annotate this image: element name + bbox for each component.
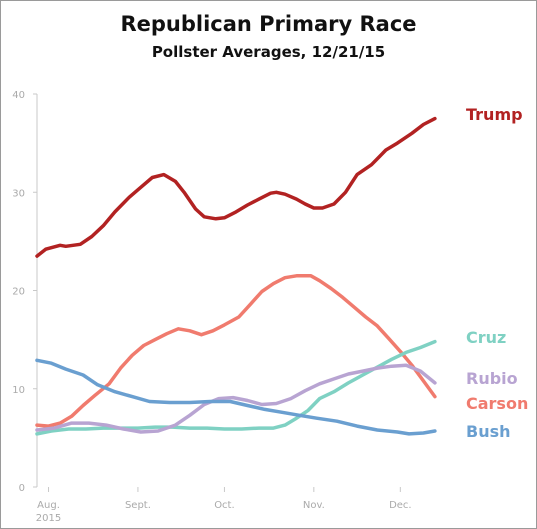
x-tick-label: Oct. bbox=[214, 500, 234, 511]
series-line-bush bbox=[35, 358, 437, 436]
x-tick-sublabel: 2015 bbox=[36, 513, 61, 524]
series-line-rubio bbox=[35, 363, 437, 434]
series-line-trump bbox=[35, 116, 437, 258]
y-tick-label: 0 bbox=[19, 483, 25, 494]
y-tick-label: 20 bbox=[12, 287, 25, 298]
series-line-cruz bbox=[35, 339, 437, 436]
y-tick-label: 40 bbox=[12, 90, 25, 101]
y-tick-label: 10 bbox=[12, 385, 25, 396]
y-tick-label: 30 bbox=[12, 188, 25, 199]
series-label-bush: Bush bbox=[466, 422, 511, 441]
x-tick-label: Dec. bbox=[389, 500, 412, 511]
series-label-carson: Carson bbox=[466, 394, 528, 413]
series-label-rubio: Rubio bbox=[466, 369, 518, 388]
x-tick-label: Sept. bbox=[125, 500, 151, 511]
series-label-cruz: Cruz bbox=[466, 328, 506, 347]
chart-title: Republican Primary Race bbox=[120, 12, 417, 36]
x-tick-label: Nov. bbox=[303, 500, 325, 511]
x-tick-label: Aug. bbox=[37, 500, 60, 511]
series-label-trump: Trump bbox=[466, 105, 523, 124]
chart-subtitle: Pollster Averages, 12/21/15 bbox=[151, 43, 386, 61]
